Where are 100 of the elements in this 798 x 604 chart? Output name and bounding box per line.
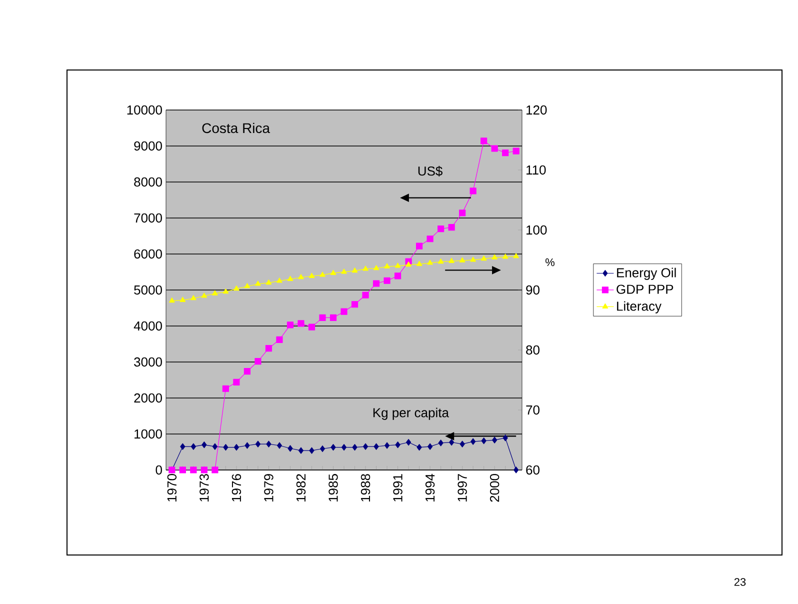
y-tick-label: 0 <box>156 465 162 475</box>
point <box>320 445 326 452</box>
point <box>341 268 347 274</box>
point <box>223 444 228 451</box>
point <box>362 292 369 298</box>
point <box>180 296 186 302</box>
point <box>459 257 466 262</box>
point <box>190 443 196 450</box>
x-tick-label: 1976 <box>232 474 242 502</box>
x-tick-label: 1979 <box>264 474 274 502</box>
point <box>384 263 390 268</box>
point <box>265 345 272 352</box>
point <box>394 272 402 280</box>
point <box>286 322 294 328</box>
point <box>276 336 283 343</box>
x-tick-label: 1973 <box>200 474 209 502</box>
y-tick-label: 9000 <box>134 141 162 151</box>
point <box>470 256 476 262</box>
point <box>180 443 186 450</box>
point <box>341 444 347 451</box>
point <box>502 150 509 156</box>
point <box>373 265 380 270</box>
y-tick-label: 3000 <box>134 357 162 367</box>
point <box>394 262 401 268</box>
point <box>362 443 368 450</box>
y-tick-label: 5000 <box>134 285 162 295</box>
point <box>212 443 218 450</box>
point <box>512 148 520 154</box>
y-tick-label: 1000 <box>134 429 162 439</box>
point <box>427 260 433 265</box>
point <box>276 442 282 449</box>
y-tick-label: 4000 <box>134 321 162 331</box>
x-tick-label: 1985 <box>328 474 338 502</box>
legend-label: Energy Oil <box>617 268 676 280</box>
point <box>416 260 422 266</box>
point <box>480 255 487 261</box>
point <box>416 242 423 250</box>
point <box>406 261 412 267</box>
y-tick-label: 6000 <box>134 249 162 259</box>
text: Costa Rica <box>202 122 270 134</box>
point <box>459 210 466 216</box>
point <box>190 466 197 474</box>
point <box>330 314 337 322</box>
legend-label: GDP PPP <box>616 284 674 294</box>
point <box>470 188 476 194</box>
point <box>438 225 444 232</box>
y2-tick-label: 90 <box>526 285 540 295</box>
point <box>212 466 218 474</box>
point <box>276 278 282 283</box>
point <box>244 442 250 449</box>
annotation: Kg per capita <box>373 408 449 420</box>
x-tick-label: 1982 <box>296 474 306 502</box>
point <box>492 436 498 444</box>
point <box>330 270 336 275</box>
legend-label: Literacy <box>617 301 662 314</box>
point <box>266 440 272 448</box>
point <box>448 224 455 231</box>
point <box>320 272 326 277</box>
point <box>233 378 240 386</box>
point <box>254 358 262 365</box>
point <box>406 438 412 446</box>
point <box>384 442 390 449</box>
y2-tick-label: 100 <box>526 225 547 235</box>
y2-tick-label: 70 <box>526 405 540 415</box>
point <box>340 308 348 315</box>
point <box>169 297 175 303</box>
x-tick-label: 1991 <box>393 474 402 502</box>
point <box>179 466 186 474</box>
point <box>298 274 304 280</box>
y2-tick-label: 120 <box>526 105 547 115</box>
point <box>428 443 433 450</box>
y2-tick-label: 110 <box>526 165 546 175</box>
annotation: US$ <box>418 166 442 176</box>
point <box>395 441 400 448</box>
point <box>319 314 326 322</box>
point <box>438 440 444 446</box>
y2-axis-title: % <box>545 258 554 266</box>
point <box>287 276 294 281</box>
point <box>481 438 486 444</box>
point <box>514 466 519 474</box>
point <box>255 440 261 448</box>
x-tick-label: 1997 <box>458 474 467 502</box>
point <box>298 320 304 327</box>
y2-tick-label: 80 <box>526 345 540 355</box>
point <box>190 295 196 300</box>
point <box>234 285 240 291</box>
point <box>416 444 422 451</box>
point <box>298 447 304 454</box>
point <box>202 441 207 448</box>
x-tick-label: 1994 <box>425 474 435 502</box>
point <box>330 444 336 451</box>
point <box>201 292 208 298</box>
point <box>460 440 465 448</box>
point <box>513 253 519 258</box>
point <box>492 254 498 260</box>
y-tick-label: 2000 <box>134 393 162 403</box>
point <box>212 290 218 296</box>
point <box>308 324 316 330</box>
y-tick-label: 10000 <box>127 105 162 115</box>
y-tick-label: 7000 <box>134 213 162 223</box>
